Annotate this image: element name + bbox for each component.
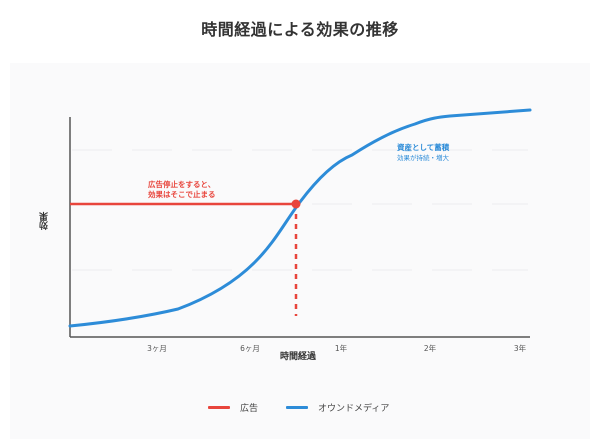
ad-stop-marker [291,199,301,209]
legend-item-owned-media[interactable]: オウンドメディア [286,401,389,414]
x-axis-label: 時間経過 [279,352,317,362]
gridlines [72,149,528,271]
legend: 広告 オウンドメディア [208,401,417,414]
x-tick-3-years: 3年 [513,344,527,353]
ad-annotation-line1: 広告停止をすると、 [148,180,216,189]
owned-annotation-line2: 効果が持続・増大 [397,154,449,162]
x-tick-3-months: 3ヶ月 [147,344,167,353]
chart-title: 時間経過による効果の推移 [201,20,399,39]
legend-swatch-ad-icon [208,406,230,409]
x-tick-6-months: 6ヶ月 [240,344,260,353]
chart-panel [10,63,590,439]
x-tick-1-year: 1年 [334,344,348,353]
x-tick-2-years: 2年 [423,344,437,353]
owned-annotation-line1: 資産として蓄積 [397,143,450,152]
legend-swatch-owned-media-icon [286,406,309,409]
legend-label-ad: 広告 [240,404,259,414]
ad-annotation: 広告停止をすると、 効果はそこで止まる [148,180,216,200]
legend-item-ad[interactable]: 広告 [208,401,258,414]
ad-annotation-line2: 効果はそこで止まる [148,190,216,199]
owned-media-curve [68,108,532,328]
owned-media-annotation: 資産として蓄積 効果が持続・増大 [397,143,449,163]
legend-label-owned-media: オウンドメディア [318,404,390,414]
y-axis-label: 効果 [40,212,50,230]
